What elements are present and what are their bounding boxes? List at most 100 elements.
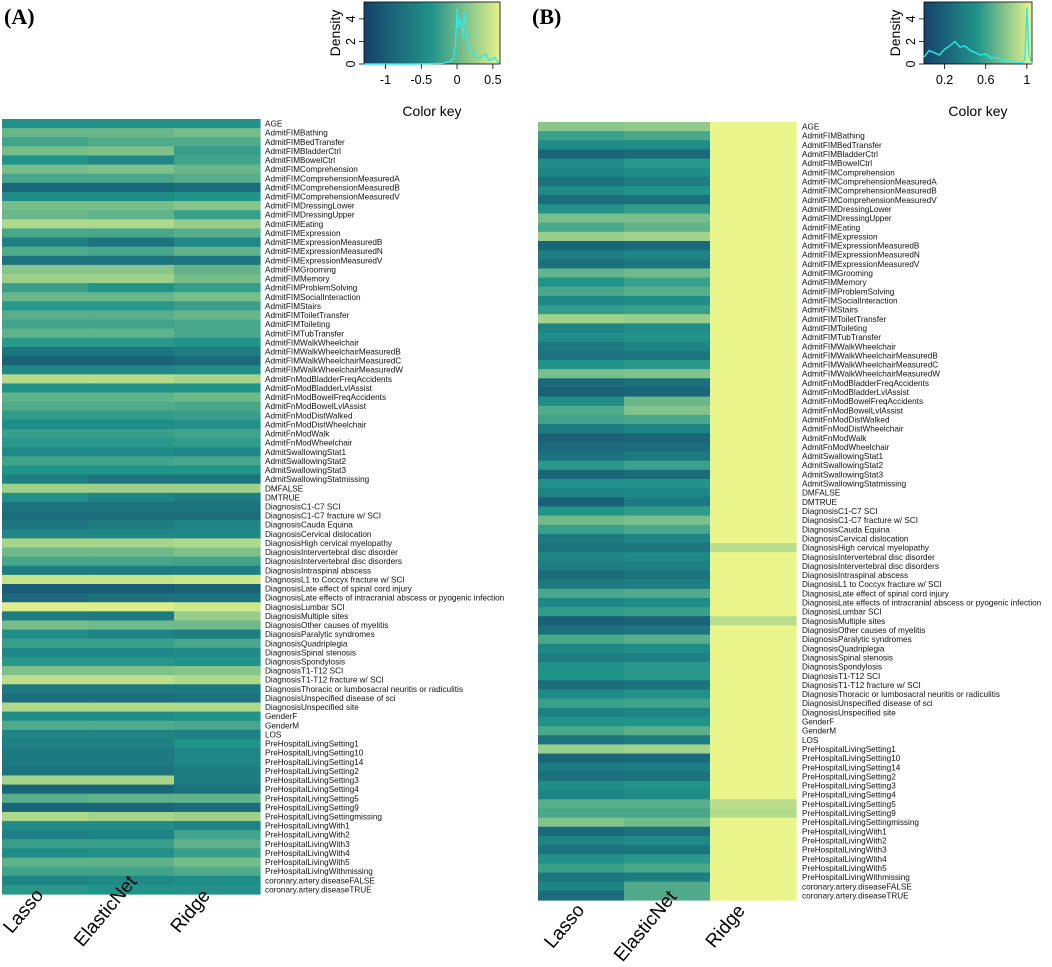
heatmap-cell [174, 565, 261, 576]
heatmap-cell [710, 488, 797, 498]
heatmap-cell [538, 625, 625, 636]
heatmap-cell [174, 556, 261, 567]
heatmap-cell [2, 584, 89, 594]
heatmap-cell [2, 155, 89, 166]
row-label: DiagnosisC1-C7 SCI [265, 503, 341, 512]
heatmap-cell [174, 383, 261, 394]
row-label: AdmitFIMWalkWheelchairMeasuredC [265, 357, 401, 366]
row-label: AdmitFnModBladderLvlAssist [802, 388, 910, 397]
heatmap-cell [88, 447, 175, 457]
heatmap-cell [624, 231, 711, 242]
density-line [364, 8, 500, 65]
panel-a-heatmap [2, 119, 261, 895]
heatmap-cell [88, 264, 175, 275]
heatmap-cell [174, 538, 261, 549]
heatmap-cell [2, 547, 89, 558]
row-label: DiagnosisC1-C7 fracture w/ SCI [802, 516, 918, 525]
heatmap-cell [2, 501, 89, 512]
row-label: DiagnosisUnspecified disease of sci [802, 699, 933, 708]
row-label: GenderF [802, 718, 834, 727]
heatmap-cell [538, 863, 625, 874]
row-label: PreHospitalLivingWith1 [802, 827, 887, 836]
heatmap-cell [2, 255, 89, 266]
heatmap-cell [624, 424, 711, 434]
row-label: AdmitFnModBowelFreqAccidents [265, 393, 386, 402]
heatmap-cell [624, 634, 711, 645]
row-label: DiagnosisT1-T12 fracture w/ SCI [802, 681, 921, 690]
heatmap-cell [538, 350, 625, 361]
heatmap-cell [88, 611, 175, 622]
heatmap-cell [2, 793, 89, 804]
heatmap-cell [174, 274, 261, 284]
heatmap-cell [174, 438, 261, 448]
heatmap-cell [88, 547, 175, 558]
row-label: AdmitSwallowingStat1 [265, 448, 346, 457]
heatmap-cell [710, 122, 797, 132]
row-label: PreHospitalLivingWithmissing [802, 873, 910, 882]
heatmap-cell [538, 771, 625, 782]
heatmap-cell [88, 456, 175, 467]
heatmap-cell [710, 167, 797, 178]
heatmap-cell [2, 602, 89, 612]
heatmap-cell [2, 720, 89, 731]
heatmap-cell [710, 469, 797, 480]
row-label: AdmitFnModWalk [265, 430, 330, 439]
heatmap-cell [624, 451, 711, 462]
row-label: AdmitFIMWalkWheelchair [802, 342, 896, 351]
heatmap-cell [624, 744, 711, 755]
heatmap-cell [710, 616, 797, 627]
heatmap-cell [88, 365, 175, 375]
heatmap-cell [538, 607, 625, 617]
heatmap-cell [88, 520, 175, 530]
y-tick-label: 0 [344, 60, 358, 67]
row-label: DiagnosisMultiple sites [265, 612, 348, 621]
heatmap-cell [624, 616, 711, 627]
row-label: AGE [802, 123, 820, 132]
heatmap-cell [174, 201, 261, 211]
row-label: AdmitFnModBladderLvlAssist [265, 384, 373, 393]
row-label: DiagnosisQuadriplegia [265, 639, 348, 648]
heatmap-cell [174, 319, 261, 330]
row-label: DiagnosisSpinal stenosis [802, 653, 893, 662]
heatmap-cell [2, 802, 89, 813]
row-label: AdmitFIMComprehensionMeasuredV [265, 193, 400, 202]
heatmap-cell [538, 268, 625, 279]
row-label: AdmitFIMComprehensionMeasuredA [802, 177, 937, 186]
heatmap-cell [624, 131, 711, 141]
heatmap-cell [538, 414, 625, 425]
heatmap-cell [2, 264, 89, 275]
heatmap-cell [710, 414, 797, 425]
heatmap-cell [624, 863, 711, 874]
heatmap-cell [88, 584, 175, 594]
heatmap-cell [624, 698, 711, 709]
heatmap-cell [174, 410, 261, 421]
heatmap-cell [88, 419, 175, 430]
row-label: AdmitFIMEating [802, 223, 861, 232]
row-label: AdmitFIMToileting [265, 320, 331, 329]
heatmap-cell [624, 176, 711, 187]
heatmap-cell [624, 268, 711, 279]
heatmap-cell [624, 359, 711, 370]
heatmap-cell [710, 689, 797, 700]
heatmap-cell [2, 383, 89, 394]
row-label: PreHospitalLivingWith2 [265, 831, 350, 840]
heatmap-cell [538, 835, 625, 846]
heatmap-cell [538, 634, 625, 645]
heatmap-cell [538, 680, 625, 691]
heatmap-cell [88, 274, 175, 284]
heatmap-cell [538, 881, 625, 892]
heatmap-cell [710, 478, 797, 489]
row-label: coronary.artery.diseaseTRUE [802, 891, 909, 900]
heatmap-cell [538, 305, 625, 315]
row-label: AdmitFIMExpressionMeasuredB [802, 242, 920, 251]
heatmap-cell [710, 762, 797, 773]
heatmap-cell [2, 565, 89, 576]
row-label: AdmitFIMSocialInteraction [802, 296, 898, 305]
heatmap-cell [2, 666, 89, 676]
heatmap-cell [2, 137, 89, 147]
heatmap-cell [174, 647, 261, 658]
heatmap-cell [538, 753, 625, 764]
heatmap-cell [174, 529, 261, 540]
